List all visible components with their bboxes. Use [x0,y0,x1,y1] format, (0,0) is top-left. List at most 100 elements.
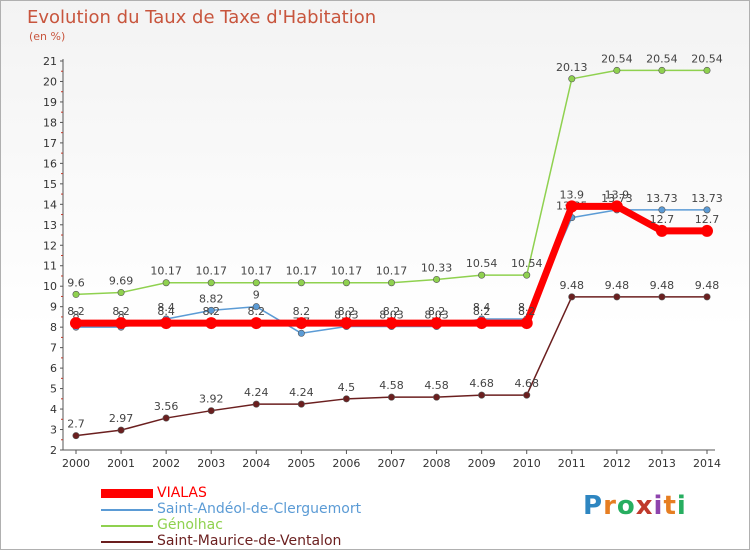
data-label-saint-maurice-de-ventalon: 2.97 [109,412,134,425]
x-tick-label: 2000 [62,457,90,470]
data-label-saint-andeol-de-clerguemort: 8.4 [473,301,491,314]
y-tick-label: 11 [43,260,57,273]
data-label-saint-andeol-de-clerguemort: 13.73 [601,192,633,205]
data-label-saint-andeol-de-clerguemort: 8.82 [199,292,224,305]
data-point-genolhac [478,271,486,279]
data-label-saint-maurice-de-ventalon: 3.56 [154,400,179,413]
data-label-saint-maurice-de-ventalon: 4.24 [244,386,269,399]
data-point-saint-maurice-de-ventalon [703,293,711,301]
data-point-genolhac [433,275,441,283]
data-point-saint-andeol-de-clerguemort [207,306,215,314]
x-tick-label: 2008 [423,457,451,470]
data-point-saint-maurice-de-ventalon [568,293,576,301]
data-point-saint-andeol-de-clerguemort [703,206,711,214]
data-label-saint-andeol-de-clerguemort: 8.03 [334,309,359,322]
x-tick-label: 2013 [648,457,676,470]
data-point-genolhac [568,75,576,83]
logo-letter: r [603,491,617,521]
data-label-vialas: 8.4 [157,305,175,318]
data-label-saint-andeol-de-clerguemort: 13.73 [691,192,723,205]
data-label-saint-andeol-de-clerguemort: 8.03 [379,309,404,322]
data-label-saint-andeol-de-clerguemort: 8 [118,309,125,322]
data-label-genolhac: 10.33 [421,261,453,274]
y-tick-label: 20 [43,75,57,88]
x-tick-label: 2009 [468,457,496,470]
x-tick-label: 2010 [513,457,541,470]
y-tick-label: 7 [50,342,57,355]
data-point-vialas [385,317,398,330]
proxiti-logo: Proxiti [583,491,687,521]
legend-label-vialas: VIALAS [157,485,207,501]
legend-swatch-vialas [101,489,153,498]
data-label-genolhac: 10.17 [150,265,182,278]
y-tick-label: 12 [43,239,57,252]
legend-swatch-genolhac [101,525,153,527]
x-tick-label: 2012 [603,457,631,470]
data-label-saint-maurice-de-ventalon: 9.48 [560,279,585,292]
data-label-genolhac: 10.17 [195,265,227,278]
data-point-saint-maurice-de-ventalon [252,400,260,408]
data-label-vialas: 8.2 [248,305,266,318]
data-label-genolhac: 9.6 [67,276,85,289]
x-tick-label: 2004 [242,457,270,470]
logo-letter: P [583,491,604,521]
data-label-saint-maurice-de-ventalon: 9.48 [695,279,720,292]
data-label-genolhac: 20.13 [556,61,588,74]
data-point-genolhac [387,279,395,287]
data-label-vialas: 12.7 [650,213,675,226]
y-tick-label: 18 [43,116,57,129]
data-point-saint-maurice-de-ventalon [117,426,125,434]
y-tick-label: 13 [43,219,57,232]
data-label-vialas: 8.2 [338,305,356,318]
y-tick-label: 16 [43,157,57,170]
data-point-saint-maurice-de-ventalon [72,432,80,440]
logo-letter: i [653,491,664,521]
y-tick-label: 15 [43,178,57,191]
legend-label-saint-maurice: Saint-Maurice-de-Ventalon [157,533,342,549]
logo-letter: o [616,491,636,521]
y-tick-label: 2 [50,444,57,457]
data-label-saint-maurice-de-ventalon: 3.92 [199,393,224,406]
x-tick-label: 2006 [332,457,360,470]
data-label-vialas: 8.2 [383,305,401,318]
data-point-vialas [250,317,263,330]
data-label-saint-maurice-de-ventalon: 2.7 [67,418,85,431]
chart-unit: (en %) [29,30,66,43]
data-label-genolhac: 10.17 [241,265,273,278]
x-tick-label: 2014 [693,457,721,470]
data-point-saint-maurice-de-ventalon [342,395,350,403]
data-point-saint-maurice-de-ventalon [613,293,621,301]
data-label-genolhac: 9.69 [109,275,134,288]
data-label-genolhac: 10.17 [331,265,363,278]
y-tick-label: 9 [50,301,57,314]
data-point-saint-maurice-de-ventalon [523,391,531,399]
data-label-vialas: 12.7 [695,213,720,226]
data-point-vialas [115,317,128,330]
series-line-genolhac [75,69,707,296]
data-label-vialas: 8.2 [473,305,491,318]
data-point-genolhac [117,289,125,297]
x-tick-label: 2001 [107,457,135,470]
data-label-genolhac: 10.17 [286,265,318,278]
data-point-genolhac [658,66,666,74]
data-label-genolhac: 10.17 [376,265,408,278]
data-label-saint-andeol-de-clerguemort: 8.03 [424,309,449,322]
data-label-saint-maurice-de-ventalon: 4.58 [424,379,449,392]
data-label-saint-maurice-de-ventalon: 4.68 [469,377,494,390]
data-point-saint-maurice-de-ventalon [162,414,170,422]
data-point-saint-maurice-de-ventalon [387,393,395,401]
data-label-saint-andeol-de-clerguemort: 13.73 [646,192,678,205]
data-point-vialas [520,317,533,330]
y-tick-label: 5 [50,383,57,396]
data-label-saint-andeol-de-clerguemort: 8 [73,309,80,322]
data-point-genolhac [72,290,80,298]
data-point-vialas [430,317,443,330]
data-point-genolhac [252,279,260,287]
data-point-genolhac [523,271,531,279]
y-tick-label: 19 [43,96,57,109]
data-label-genolhac: 20.54 [691,52,723,65]
data-point-vialas [70,317,82,330]
data-point-saint-maurice-de-ventalon [207,407,215,415]
legend-swatch-saint-maurice [101,541,153,543]
